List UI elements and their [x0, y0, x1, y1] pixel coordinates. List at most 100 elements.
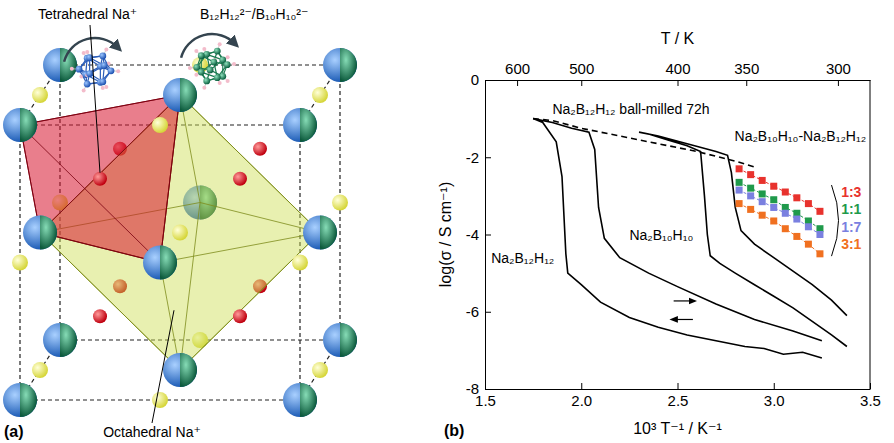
pointer: [152, 310, 174, 423]
octahedral-na: [172, 225, 188, 241]
rotation-arrow: [181, 34, 235, 58]
tick: 300: [826, 60, 851, 86]
tetrahedron-edge: [40, 233, 160, 263]
cluster-b: [108, 67, 115, 74]
marker: [736, 187, 743, 194]
cluster-h: [85, 50, 89, 54]
marker: [782, 225, 789, 232]
panel-label: (b): [444, 422, 464, 439]
series-labels: Na₂B₁₂H₁₂ ball-milled 72h Na₂B₁₂H₁₂ Na₂B₁₀…: [491, 101, 866, 266]
tick-label: 2.0: [571, 392, 592, 409]
marker: [770, 217, 777, 224]
cluster-b: [101, 62, 108, 69]
cluster-b: [214, 48, 221, 55]
tick-label: -2: [466, 149, 479, 166]
tick: -6: [466, 303, 491, 320]
panel-a: Tetrahedral Na⁺ B₁₂H₁₂²⁻/B₁₀H₁₀²⁻ Octahedr…: [3, 6, 357, 440]
marker: [805, 223, 812, 230]
tick-mark: [774, 383, 775, 389]
cluster-h: [82, 88, 86, 92]
anion-site: [283, 383, 317, 417]
octahedral-na: [332, 195, 348, 211]
cluster-b: [99, 78, 106, 85]
cluster-h: [226, 55, 230, 59]
cluster-b: [198, 52, 205, 59]
marker: [747, 185, 754, 192]
tick-label: -6: [466, 303, 479, 320]
series-label: Na₂B₁₂H₁₂: [491, 250, 554, 266]
cluster-h: [104, 85, 108, 89]
tick-label: 350: [734, 60, 759, 77]
label: Tetrahedral Na⁺: [38, 6, 137, 22]
axis: 600500400350300: [486, 60, 871, 86]
tick: -4: [466, 226, 491, 243]
tetrahedron-edge: [40, 95, 180, 233]
tick: -2: [466, 149, 491, 166]
cluster-h: [218, 81, 222, 85]
tick-label: -8: [466, 380, 479, 397]
tick: 3.0: [764, 383, 785, 409]
cluster-h: [218, 42, 222, 46]
marker: [782, 210, 789, 217]
marker: [736, 200, 743, 207]
marker: [793, 216, 800, 223]
tick: 2.0: [571, 383, 592, 409]
marker: [759, 190, 766, 197]
tetrahedral-na: [93, 309, 107, 323]
anion-site-half: [60, 323, 77, 357]
pointer: [90, 25, 100, 173]
cluster-h: [226, 79, 230, 83]
anion-site-half: [320, 216, 337, 250]
cluster-b: [210, 59, 217, 66]
series-label: Na₂B₁₂H₁₂ ball-milled 72h: [552, 101, 709, 117]
anion-site-half: [180, 78, 197, 112]
octahedral-na: [152, 117, 168, 133]
marker: [770, 196, 777, 203]
octahedron-edge: [180, 233, 320, 371]
cluster-b: [84, 81, 91, 88]
series-label: Na₂B₁₀H₁₀: [629, 227, 693, 243]
marker: [816, 231, 823, 238]
label: Octahedral Na⁺: [103, 424, 201, 440]
cluster-h: [82, 51, 86, 55]
cluster-h: [188, 66, 192, 70]
tick: 600: [505, 60, 530, 86]
marker: [816, 208, 823, 215]
anion-site-half: [180, 353, 197, 387]
octahedron-edge: [180, 95, 320, 233]
cluster-h: [202, 47, 206, 51]
tick-label: -4: [466, 226, 479, 243]
marker: [747, 206, 754, 213]
octahedral-na: [312, 362, 328, 378]
bracket: [832, 185, 839, 256]
series-line: [739, 190, 820, 234]
anion-site-half: [20, 383, 37, 417]
cluster-b: [99, 53, 106, 60]
tick-label: 3.5: [860, 392, 881, 409]
tick: 0: [471, 71, 491, 88]
series-label: 1:3: [841, 184, 861, 200]
tick: 400: [665, 60, 690, 86]
arrow: [674, 300, 693, 301]
anion-site-half: [300, 108, 317, 142]
marker: [805, 200, 812, 207]
marker: [759, 177, 766, 184]
anion-site: [283, 108, 317, 142]
series-label: 3:1: [841, 236, 861, 252]
tick-mark: [678, 80, 679, 86]
series-line: [739, 204, 820, 254]
label: B₁₂H₁₂²⁻/B₁₀H₁₀²⁻: [200, 6, 308, 22]
cluster-h: [70, 67, 74, 71]
annotation: Na₂B₁₀H₁₀-Na₂B₁₂H₁₂: [735, 128, 867, 144]
cluster-b: [224, 61, 231, 68]
cluster-h: [116, 69, 120, 73]
marker: [747, 192, 754, 199]
tick-mark: [485, 157, 491, 158]
anion-site-half: [300, 383, 317, 417]
tetrahedral-na: [233, 309, 247, 323]
tick-label: 400: [665, 60, 690, 77]
tetrahedral-na: [93, 172, 107, 186]
frame: [870, 80, 871, 389]
axis: 1.52.02.53.03.5: [475, 383, 881, 409]
anion-site: [163, 78, 197, 112]
